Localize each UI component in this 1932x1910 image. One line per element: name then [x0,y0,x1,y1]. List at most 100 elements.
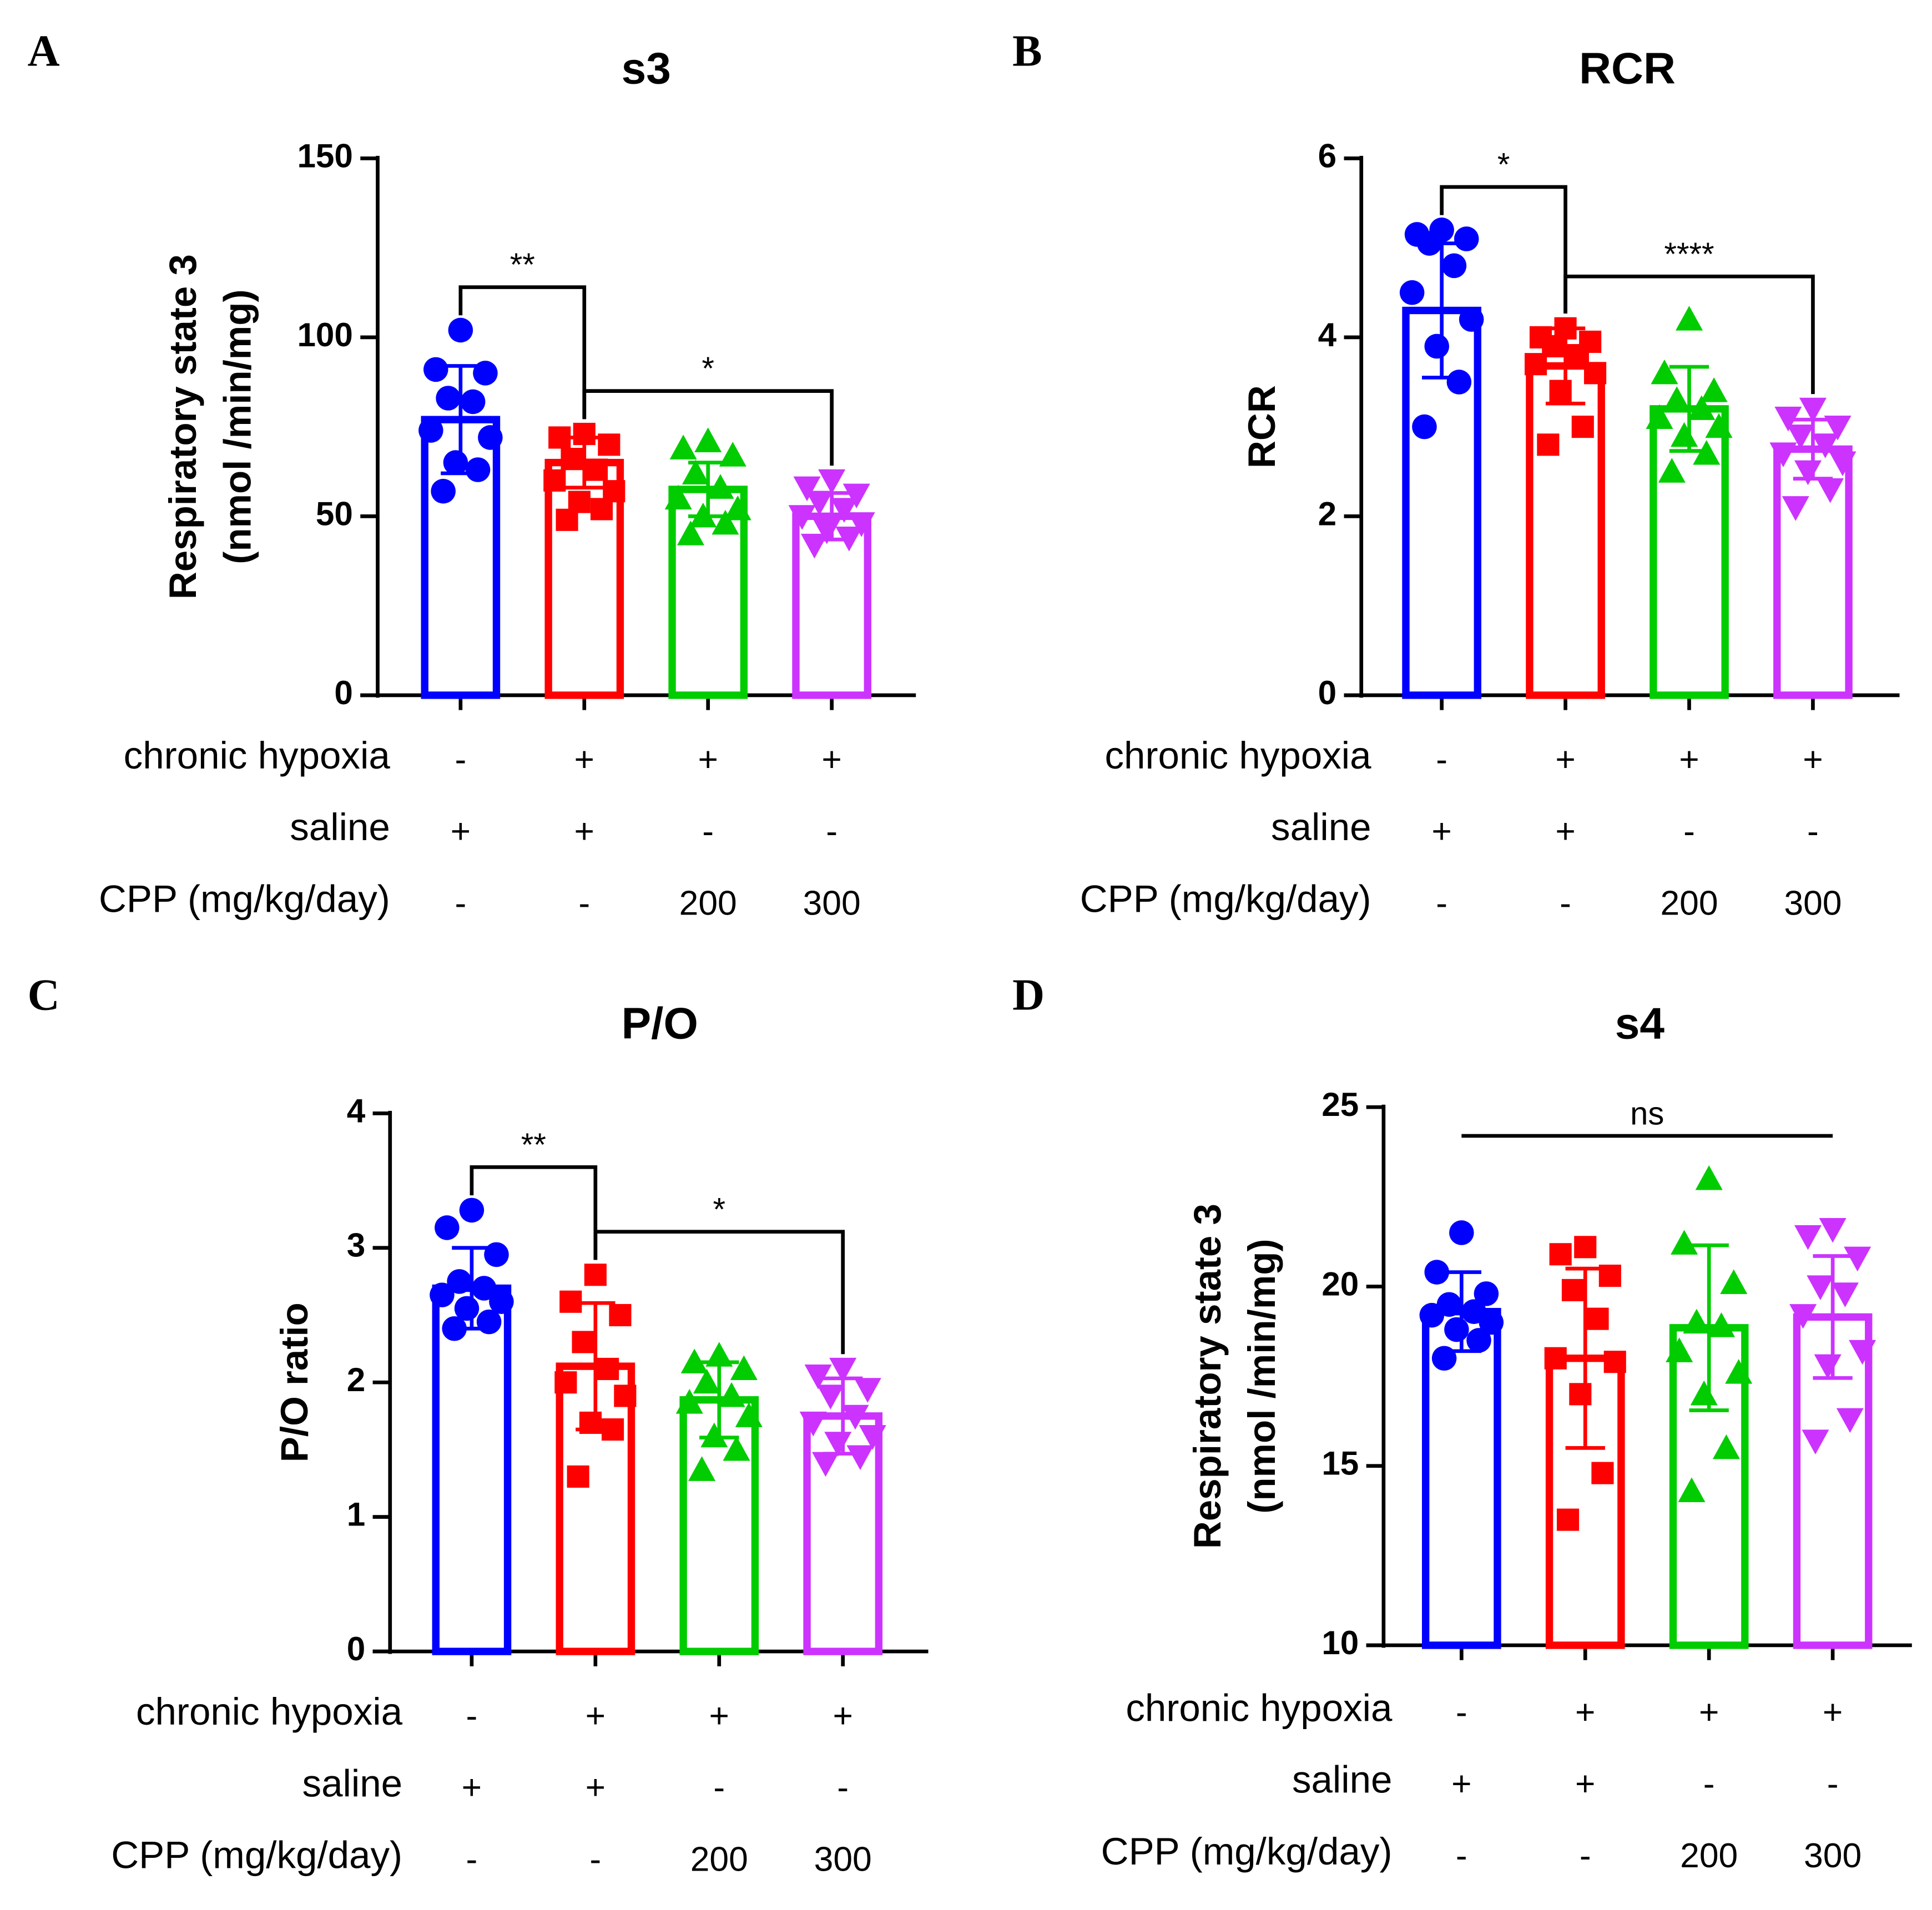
condition-label: CPP (mg/kg/day) [1080,877,1371,920]
chart-title: s3 [622,44,671,94]
condition-value: - [455,741,466,779]
data-point [1671,422,1698,447]
data-point [1807,1275,1834,1300]
condition-label: chronic hypoxia [124,734,391,777]
condition-value: 300 [1804,1837,1862,1875]
data-point [609,1303,632,1327]
data-point [829,1357,857,1383]
data-point [1705,413,1733,438]
data-point [1449,1220,1474,1245]
condition-value: + [1575,1765,1595,1803]
data-point [1690,1380,1718,1406]
condition-value: + [1823,1693,1843,1731]
data-point [1574,1236,1597,1259]
data-point [435,1215,460,1240]
data-point [484,1242,509,1267]
condition-value: 300 [1784,884,1842,922]
data-point [1836,1408,1864,1433]
data-point [1537,433,1560,456]
error-bar [1813,1254,1853,1380]
condition-value: + [574,741,594,779]
panel-letter: D [1012,971,1045,1020]
data-point [556,508,578,531]
data-point [818,469,846,494]
data-point [1688,395,1716,420]
panel-letter: A [28,27,60,76]
data-point [1561,1279,1585,1301]
condition-value: + [698,741,718,779]
data-point [1569,1383,1592,1406]
data-point [1586,1307,1609,1330]
significance-label: * [713,1192,725,1227]
significance-label: ** [510,247,535,283]
data-point [841,1404,869,1430]
error-bar [1545,326,1586,406]
condition-label: saline [302,1761,403,1805]
condition-value: 300 [803,884,861,922]
error-bar [1421,241,1462,380]
data-point [1399,280,1425,305]
data-point [567,1465,589,1488]
data-point [1769,442,1797,467]
data-point [1671,1230,1698,1255]
data-point [680,1348,708,1373]
data-point [1675,306,1703,331]
data-point [478,425,503,450]
data-point [543,469,566,492]
data-point [1419,1302,1445,1328]
data-point [447,1269,472,1294]
data-point [1812,433,1839,458]
panel-letter: B [1012,27,1042,76]
data-point [1829,451,1857,477]
condition-value: - [1436,741,1447,779]
error-bar [576,1301,616,1432]
condition-value: - [466,1697,478,1735]
significance-label: * [1497,148,1510,183]
condition-value: + [1575,1693,1595,1731]
data-point [1824,416,1852,441]
data-point [561,448,583,471]
data-point [688,1456,716,1481]
data-point [430,1282,455,1307]
y-axis-label: RCR [1240,385,1283,468]
data-point [723,1436,750,1461]
data-point [677,521,705,545]
data-point [1695,1165,1723,1190]
y-tick-label: 0 [347,1630,365,1668]
data-point [489,1289,514,1315]
data-point [1707,1312,1735,1337]
condition-value: + [451,812,471,851]
data-point [811,1452,839,1477]
data-point [460,389,486,415]
data-point [1663,386,1691,411]
data-point [1584,362,1607,385]
condition-value: - [1807,812,1819,851]
data-point [724,495,751,521]
data-point [418,418,443,443]
bar [432,1284,512,1655]
data-point [1787,425,1814,449]
data-point [1459,307,1484,332]
data-point [1666,1337,1693,1362]
y-tick-label: 4 [1318,316,1337,353]
data-point [554,1371,577,1394]
data-point [1412,414,1437,439]
error-bar [699,1360,739,1439]
data-point [431,478,456,504]
data-point [1525,353,1547,376]
data-point [1658,458,1686,483]
data-point [590,498,613,521]
condition-value: - [702,812,714,851]
data-point [854,1378,881,1403]
data-point [1831,1282,1859,1307]
y-tick-label: 25 [1321,1086,1359,1123]
condition-label: chronic hypoxia [1126,1686,1393,1729]
data-point [799,1411,827,1437]
error-bar [441,364,481,476]
condition-value: 200 [690,1841,748,1879]
y-axis-label: (nmol /min/mg) [1240,1239,1283,1513]
y-tick-label: 20 [1321,1265,1359,1302]
data-point [1424,1260,1450,1285]
condition-value: - [1560,884,1571,922]
